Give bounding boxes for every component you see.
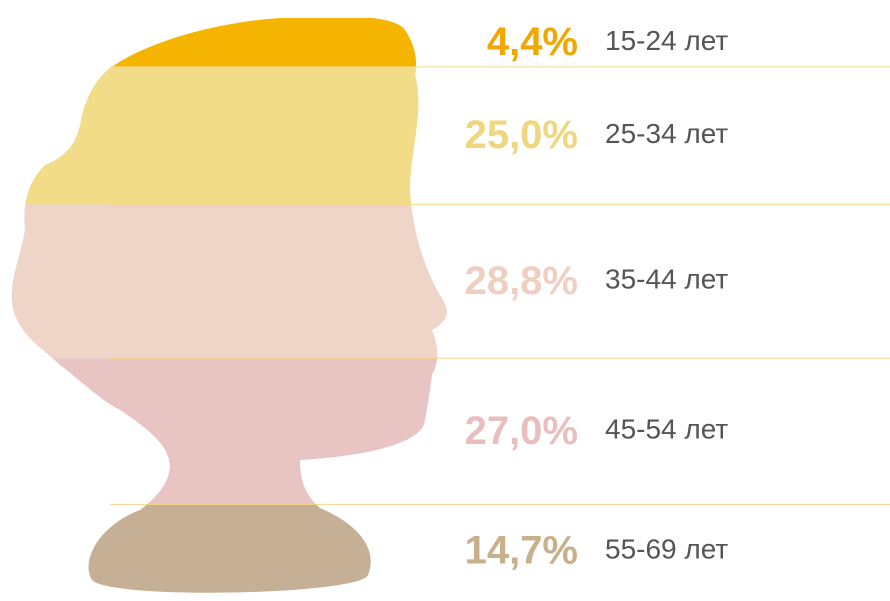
band [11,66,447,205]
category-label: 55-69 лет [605,533,728,564]
category-label: 25-34 лет [605,118,728,149]
value-label: 28,8% [465,259,578,303]
band [11,18,447,67]
band [11,204,447,359]
value-label: 4,4% [487,20,578,64]
value-label: 25,0% [465,113,578,157]
category-label: 45-54 лет [605,414,728,445]
category-label: 15-24 лет [605,25,728,56]
value-label: 27,0% [465,409,578,453]
head-silhouette [11,18,447,593]
band [11,504,447,593]
value-label: 14,7% [465,529,578,573]
category-label: 35-44 лет [605,264,728,295]
band [11,358,447,505]
